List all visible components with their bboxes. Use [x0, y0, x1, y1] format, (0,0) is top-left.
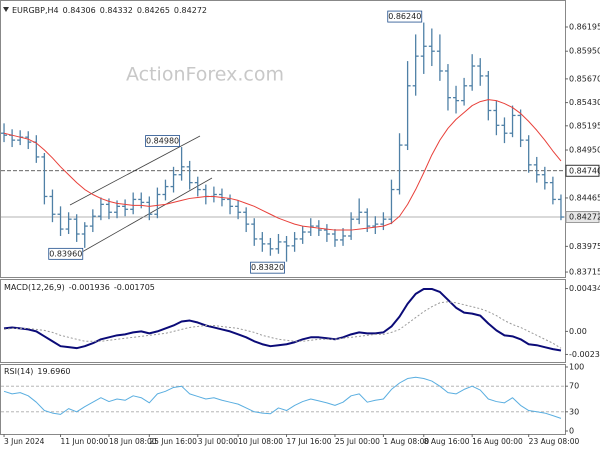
annotation-label: 0.83960 — [49, 249, 82, 258]
x-tick-label: 3 Jul 00:00 — [198, 437, 238, 446]
pane-header: EURGBP,H4 0.84306 0.84332 0.84265 0.84272 — [12, 6, 207, 15]
x-tick-label: 23 Aug 08:00 — [529, 437, 580, 446]
x-tick-label: 11 Jun 00:00 — [61, 437, 109, 446]
y-tick-label: 0.83715 — [569, 268, 600, 277]
y-tick-label: 0.85950 — [569, 47, 600, 56]
y-tick-label: 70 — [569, 382, 579, 391]
annotation-box — [250, 261, 285, 274]
header-value: 0.84332 — [100, 6, 133, 15]
y-tick-label: 0.00 — [569, 327, 587, 336]
pane-header: RSI(14) 19.6960 — [4, 367, 71, 376]
x-tick-label: 8 Aug 16:00 — [424, 437, 470, 446]
y-tick-label: 0.85670 — [569, 74, 600, 83]
y-tick-label: 100 — [569, 363, 584, 372]
pane-title: MACD(12,26,9) — [4, 283, 65, 292]
annotation-box — [48, 247, 84, 260]
pane-title: RSI(14) — [4, 367, 33, 376]
y-tick-label: 0.84465 — [569, 193, 600, 202]
x-tick-label: 16 Aug 00:00 — [472, 437, 523, 446]
y-tick-label: 0.83975 — [569, 242, 600, 251]
header-value: 19.6960 — [37, 367, 70, 376]
y-tick-label: 0 — [569, 427, 574, 436]
y-tick-label: 0.84950 — [569, 146, 600, 155]
series-line — [3, 376, 562, 419]
level-label: 0.84740 — [569, 166, 600, 175]
annotation-label: 0.84980 — [146, 137, 179, 146]
header-value: -0.001705 — [114, 283, 155, 292]
level-label: 0.84272 — [569, 213, 600, 222]
macd-pane-frame — [0, 279, 566, 363]
annotation-label: 0.83820 — [251, 263, 284, 272]
pane-title: EURGBP,H4 — [12, 6, 59, 15]
x-tick-label: 18 Jun 08:00 — [109, 437, 157, 446]
x-tick-label: 25 Jul 00:00 — [335, 437, 380, 446]
level-label-box — [565, 164, 600, 177]
y-tick-label: 0.004342 — [569, 284, 600, 293]
y-tick-label: 0.86195 — [569, 23, 600, 32]
watermark: ActionForex.com — [126, 64, 284, 86]
x-tick-label: 17 Jul 16:00 — [287, 437, 332, 446]
header-value: 0.84265 — [137, 6, 170, 15]
y-tick-label: 0.85195 — [569, 121, 600, 130]
header-value: 0.84306 — [63, 6, 96, 15]
channel-lower — [81, 177, 213, 253]
level-label-box — [565, 211, 600, 224]
x-tick-label: 1 Aug 08:00 — [383, 437, 429, 446]
header-value: -0.001936 — [69, 283, 110, 292]
annotation-label: 0.86240 — [388, 12, 421, 21]
pane-header: MACD(12,26,9) -0.001936 -0.001705 — [4, 283, 155, 292]
series-line — [3, 99, 562, 231]
y-tick-label: 0.85430 — [569, 98, 600, 107]
header-value: 0.84272 — [174, 6, 207, 15]
price-pane-frame — [0, 0, 566, 278]
menu-triangle[interactable] — [3, 7, 9, 12]
series-line — [3, 287, 562, 352]
y-tick-label: -0.002336 — [569, 350, 600, 359]
x-tick-label: 10 Jul 08:00 — [238, 437, 283, 446]
annotation-box — [387, 10, 423, 23]
x-tick-label: 25 Jun 16:00 — [149, 437, 197, 446]
y-tick-label: 30 — [569, 407, 579, 416]
x-tick-label: 3 Jun 2024 — [4, 437, 45, 446]
rsi-pane-frame — [0, 364, 566, 435]
annotation-box — [145, 135, 181, 147]
